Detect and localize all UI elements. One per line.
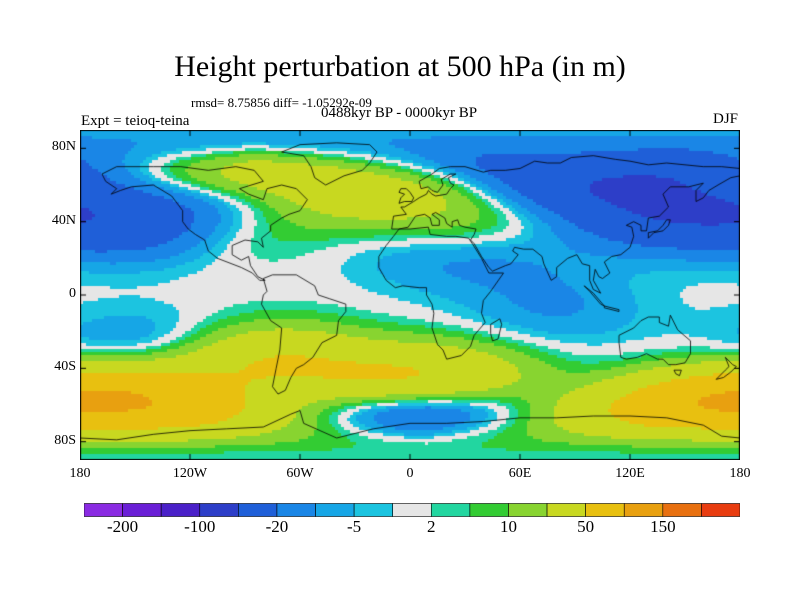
colorbar-box: [662, 503, 702, 517]
colorbar-box: [469, 503, 509, 517]
colorbar-tick-label: 10: [499, 517, 517, 536]
colorbar-box: [392, 503, 432, 517]
lon-tick-label: 0: [406, 466, 414, 481]
map-title: Height perturbation at 500 hPa (in m): [174, 50, 626, 83]
experiment-label: Expt = teioq-teina: [81, 113, 190, 129]
lat-tick-label: 40N: [51, 212, 76, 228]
lat-tick-label: 0: [69, 286, 76, 301]
colorbar-box: [353, 503, 394, 517]
colorbar-box: [508, 503, 548, 517]
period-label: 0488kyr BP - 0000kyr BP: [321, 105, 478, 121]
height-perturbation-map: [80, 130, 740, 460]
lon-tick-label: 60E: [508, 466, 532, 481]
lon-tick-label: 180: [69, 466, 91, 481]
lon-tick-label: 180: [729, 466, 751, 481]
colorbar-box: [546, 503, 586, 517]
colorbar-box: [160, 503, 201, 517]
lat-tick-label: 80S: [54, 432, 76, 448]
colorbar-tick-label: 50: [577, 517, 595, 536]
colorbar-box: [585, 503, 625, 517]
lon-tick-label: 60W: [286, 466, 314, 481]
lat-tick-label: 80N: [51, 139, 76, 155]
stats-line: rmsd= 8.75856 diff= -1.05292e-09: [191, 95, 372, 110]
lat-tick-label: 40S: [54, 359, 76, 375]
lon-tick-label: 120W: [172, 466, 208, 481]
colorbar-tick-label: 2: [427, 517, 436, 536]
season-label: DJF: [713, 111, 739, 127]
colorbar-box: [84, 503, 123, 517]
colorbar-box: [276, 503, 316, 517]
colorbar-box: [199, 503, 239, 517]
colorbar-box: [701, 503, 740, 517]
colorbar-tick-label: -100: [184, 517, 216, 536]
lon-tick-label: 120E: [615, 466, 645, 481]
colorbar: [84, 503, 740, 517]
colorbar-box: [122, 503, 162, 517]
colorbar-box: [315, 503, 355, 517]
colorbar-tick-label: -20: [265, 517, 289, 536]
colorbar-tick-label: -5: [347, 517, 362, 536]
colorbar-box: [238, 503, 278, 517]
colorbar-tick-label: -200: [106, 517, 139, 536]
colorbar-box: [430, 503, 471, 517]
colorbar-box: [623, 503, 664, 517]
colorbar-tick-label: 150: [650, 517, 676, 536]
